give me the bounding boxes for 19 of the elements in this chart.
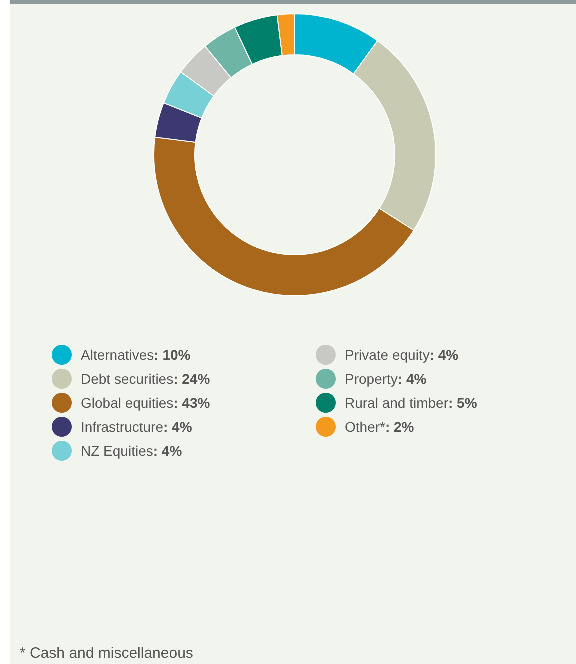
text: * Cash and miscellaneous [20, 645, 194, 662]
data-label: : 4% [430, 347, 460, 363]
legend-label: Debt securities [81, 371, 174, 387]
legend-label: Property [345, 371, 398, 387]
data-label: : 24% [174, 371, 211, 387]
legend-label: Private equity [345, 347, 430, 363]
legend-label: Infrastructure [81, 419, 164, 435]
data-label: : 10% [154, 347, 192, 363]
data-label: : 4% [153, 443, 183, 459]
legend-label: Global equities [81, 395, 174, 411]
data-label: : 5% [448, 395, 478, 411]
data-label: : 43% [174, 395, 211, 411]
legend-label: NZ Equities [81, 443, 154, 459]
data-label: : 2% [385, 419, 415, 435]
data-label: : 4% [398, 371, 428, 387]
legend-label: Rural and timber [345, 395, 449, 411]
legend-label: Other* [345, 419, 386, 435]
legend-label: Alternatives [81, 347, 154, 363]
data-label: : 4% [163, 419, 193, 435]
